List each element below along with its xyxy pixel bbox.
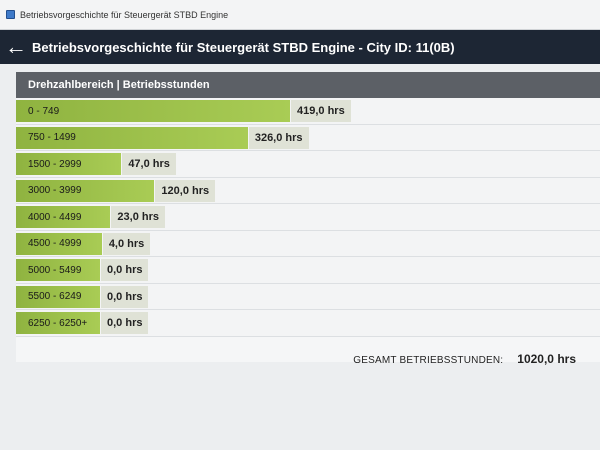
table-heading: Drehzahlbereich | Betriebsstunden bbox=[16, 72, 600, 98]
hours-bar: 750 - 1499 bbox=[16, 126, 248, 149]
rpm-range-label: 5000 - 5499 bbox=[28, 264, 82, 276]
hours-value: 0,0 hrs bbox=[101, 285, 149, 308]
hours-bar: 0 - 749 bbox=[16, 100, 290, 122]
table-row: 6250 - 6250+ 0,0 hrs bbox=[16, 310, 600, 337]
rpm-range-label: 4000 - 4499 bbox=[28, 211, 82, 223]
hours-bar: 1500 - 2999 bbox=[16, 153, 122, 175]
rpm-range-label: 5500 - 6249 bbox=[28, 291, 82, 302]
hours-bar: 5500 - 6249 bbox=[16, 285, 100, 308]
rpm-range-label: 1500 - 2999 bbox=[28, 158, 82, 170]
page-header: ← Betriebsvorgeschichte für Steuergerät … bbox=[0, 30, 600, 64]
table-heading-label: Drehzahlbereich | Betriebsstunden bbox=[28, 79, 210, 91]
total-value: 1020,0 hrs bbox=[517, 352, 576, 366]
hours-bar: 4500 - 4999 bbox=[16, 232, 102, 255]
hours-value: 419,0 hrs bbox=[291, 100, 351, 122]
page-title: Betriebsvorgeschichte für Steuergerät ST… bbox=[32, 39, 455, 55]
rpm-range-label: 750 - 1499 bbox=[28, 132, 76, 143]
table-row: 5000 - 5499 0,0 hrs bbox=[16, 257, 600, 284]
rpm-range-label: 0 - 749 bbox=[28, 105, 60, 117]
window-title: Betriebsvorgeschichte für Steuergerät ST… bbox=[20, 9, 229, 20]
app-icon bbox=[6, 10, 15, 19]
rpm-range-label: 3000 - 3999 bbox=[28, 185, 82, 196]
hours-value: 0,0 hrs bbox=[101, 312, 149, 334]
hours-value: 47,0 hrs bbox=[122, 153, 176, 175]
hours-value: 0,0 hrs bbox=[101, 259, 149, 281]
hours-bar: 3000 - 3999 bbox=[16, 179, 155, 202]
table-rows: 0 - 749 419,0 hrs 750 - 1499 326,0 hrs 1500 … bbox=[16, 98, 600, 337]
hours-table: Drehzahlbereich | Betriebsstunden 0 - 74… bbox=[16, 72, 600, 362]
total-hours: GESAMT BETRIEBSSTUNDEN: 1020,0 hrs bbox=[353, 352, 576, 366]
table-row: 3000 - 3999 120,0 hrs bbox=[16, 177, 600, 204]
hours-bar: 6250 - 6250+ bbox=[16, 312, 100, 334]
rpm-range-label: 4500 - 4999 bbox=[28, 238, 82, 249]
hours-bar: 5000 - 5499 bbox=[16, 259, 100, 281]
table-row: 750 - 1499 326,0 hrs bbox=[16, 124, 600, 151]
total-label: GESAMT BETRIEBSSTUNDEN: bbox=[353, 355, 504, 366]
table-row: 4000 - 4499 23,0 hrs bbox=[16, 204, 600, 231]
table-row: 0 - 749 419,0 hrs bbox=[16, 98, 600, 125]
hours-value: 23,0 hrs bbox=[111, 206, 166, 228]
window-titlebar: Betriebsvorgeschichte für Steuergerät ST… bbox=[0, 0, 600, 30]
hours-bar: 4000 - 4499 bbox=[16, 206, 111, 228]
hours-value: 4,0 hrs bbox=[102, 232, 151, 255]
table-row: 4500 - 4999 4,0 hrs bbox=[16, 230, 600, 257]
table-row: 5500 - 6249 0,0 hrs bbox=[16, 283, 600, 310]
back-arrow-icon[interactable]: ← bbox=[5, 34, 27, 59]
rpm-range-label: 6250 - 6250+ bbox=[28, 317, 88, 329]
hours-value: 326,0 hrs bbox=[248, 126, 309, 149]
table-row: 1500 - 2999 47,0 hrs bbox=[16, 151, 600, 178]
hours-value: 120,0 hrs bbox=[155, 179, 216, 202]
